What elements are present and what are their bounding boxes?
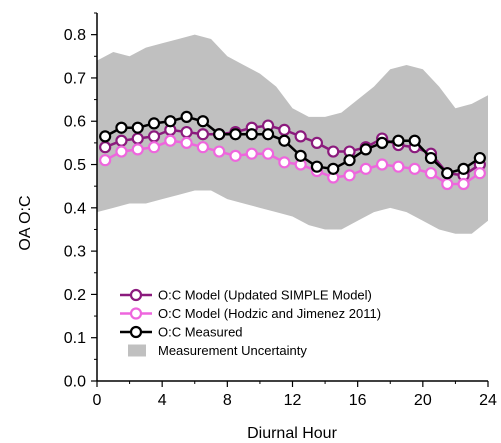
series-point (441, 177, 454, 191)
legend-marker (129, 325, 143, 339)
y-tick-label: 0.5 (64, 157, 86, 174)
series-point (115, 121, 128, 134)
y-tick-label: 0.2 (64, 287, 86, 304)
series-point (392, 134, 405, 147)
series-point (196, 141, 209, 154)
y-tick-label: 0.1 (64, 330, 86, 347)
series-point (457, 162, 470, 175)
y-tick-label: 0.4 (64, 200, 86, 217)
series-point (180, 110, 193, 124)
series-point (131, 143, 144, 156)
axes-layer (91, 12, 489, 387)
series-point (278, 156, 291, 169)
series-point (180, 125, 193, 139)
series-point (131, 132, 144, 145)
y-tick-label: 0.0 (64, 374, 86, 391)
series-point (196, 115, 209, 128)
series-point (147, 130, 161, 143)
series-point (99, 154, 112, 167)
series-point (424, 151, 438, 165)
legend-item-uncertainty: Measurement Uncertainty (128, 343, 307, 358)
series-point (261, 147, 275, 160)
y-tick-label: 0.7 (64, 70, 86, 87)
x-tick-label: 4 (158, 392, 167, 409)
series-point (131, 121, 144, 134)
series-point (196, 128, 209, 141)
series-point (343, 154, 356, 167)
legend: O:C Model (Updated SIMPLE Model) O:C Mode… (120, 288, 381, 358)
y-tick-labels: 0.0 0.1 0.2 0.3 0.4 0.5 0.6 0.7 0.8 (64, 27, 86, 390)
series-point (310, 136, 324, 149)
legend-swatch (128, 344, 146, 357)
y-tick-label: 0.3 (64, 244, 86, 261)
series-point (229, 128, 242, 141)
x-tick-label: 0 (93, 392, 102, 409)
series-layer (99, 110, 486, 191)
x-tick-label: 8 (223, 392, 232, 409)
y-tick-label: 0.8 (64, 27, 86, 44)
series-point (245, 128, 258, 141)
series-point (392, 160, 405, 173)
series-point (115, 134, 128, 147)
legend-label: O:C Model (Hodzic and Jimenez 2011) (158, 306, 381, 321)
series-point (245, 147, 258, 160)
series-point (376, 136, 389, 149)
series-point (99, 141, 112, 154)
series-point (473, 167, 486, 180)
series-point (147, 141, 161, 154)
series-point (359, 143, 372, 156)
series-point (294, 149, 307, 162)
legend-item-3: O:C Measured (120, 325, 243, 340)
series-point (164, 134, 177, 147)
series-point (115, 145, 128, 158)
legend-label: O:C Model (Updated SIMPLE Model) (158, 288, 372, 303)
series-point (343, 169, 356, 182)
series-point (376, 158, 389, 171)
series-point (229, 149, 242, 162)
x-tick-label: 12 (284, 392, 302, 409)
series-point (278, 123, 291, 136)
series-point (261, 128, 275, 141)
legend-marker (129, 307, 143, 320)
series-point (359, 162, 372, 175)
series-point (473, 151, 486, 165)
series-point (424, 167, 438, 180)
series-point (408, 162, 421, 175)
y-axis-title: OA O:C (17, 195, 34, 250)
series-point (180, 136, 193, 149)
series-point (327, 145, 340, 158)
series-point (278, 134, 291, 147)
series-point (441, 167, 454, 180)
legend-label: Measurement Uncertainty (158, 343, 307, 358)
legend-label: O:C Measured (158, 325, 243, 340)
series-point (164, 115, 177, 128)
x-tick-label: 24 (479, 392, 497, 409)
series-point (213, 128, 226, 141)
legend-item-1: O:C Model (Updated SIMPLE Model) (120, 288, 372, 303)
series-point (294, 130, 307, 143)
legend-item-2: O:C Model (Hodzic and Jimenez 2011) (120, 306, 381, 321)
series-2 (99, 134, 486, 191)
series-point (213, 145, 226, 158)
legend-marker (129, 288, 143, 302)
series-point (99, 130, 112, 143)
x-axis-title: Diurnal Hour (247, 425, 337, 442)
x-tick-label: 20 (414, 392, 432, 409)
x-tick-labels: 0 4 8 12 16 20 24 (93, 392, 497, 409)
x-tick-label: 16 (349, 392, 367, 409)
series-point (310, 160, 324, 173)
series-point (327, 162, 340, 175)
series-point (408, 134, 421, 147)
y-tick-label: 0.6 (64, 114, 86, 131)
series-point (457, 177, 470, 191)
series-point (147, 117, 161, 130)
series-3 (99, 110, 486, 180)
